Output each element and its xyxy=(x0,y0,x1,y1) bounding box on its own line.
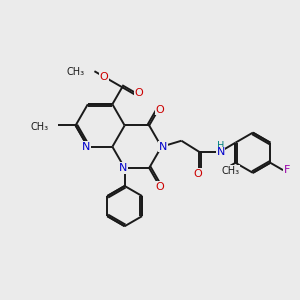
Text: O: O xyxy=(155,182,164,192)
Text: CH₃: CH₃ xyxy=(30,122,48,132)
Text: F: F xyxy=(284,165,290,175)
Text: N: N xyxy=(82,142,90,152)
Text: O: O xyxy=(155,105,164,115)
Text: CH₃: CH₃ xyxy=(67,67,85,77)
Text: H: H xyxy=(217,141,224,151)
Text: CH₃: CH₃ xyxy=(221,166,239,176)
Text: N: N xyxy=(119,163,127,173)
Text: N: N xyxy=(159,142,167,152)
Text: O: O xyxy=(135,88,143,98)
Text: N: N xyxy=(216,147,225,158)
Text: O: O xyxy=(193,169,202,179)
Text: O: O xyxy=(100,72,109,82)
